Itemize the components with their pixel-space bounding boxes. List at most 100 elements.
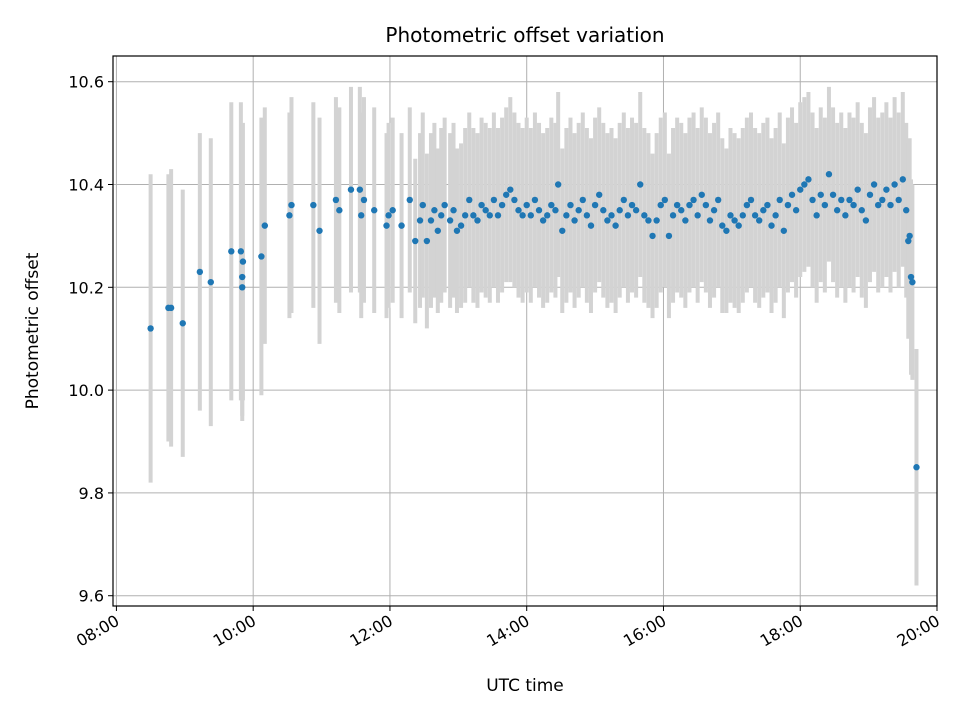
data-point [453, 227, 461, 234]
data-point [813, 212, 820, 219]
data-point [595, 191, 603, 198]
data-point [527, 212, 535, 219]
data-point [498, 201, 506, 209]
data-point [686, 201, 693, 209]
data-point [624, 212, 632, 219]
data-point [383, 222, 390, 229]
data-point [714, 196, 722, 204]
data-point [780, 227, 788, 234]
x-tick-label: 18:00 [757, 611, 806, 651]
data-point [207, 278, 214, 286]
data-point [466, 196, 473, 204]
data-point [490, 196, 498, 204]
x-tick-label: 16:00 [620, 611, 669, 651]
x-tick-label: 08:00 [73, 611, 122, 651]
y-tick-label: 10.6 [68, 73, 104, 92]
data-point [751, 212, 759, 219]
data-point [887, 201, 894, 209]
data-point [567, 201, 574, 209]
data-point [616, 207, 623, 214]
data-point [412, 237, 419, 245]
x-axis-ticks: 08:00 10:00 12:00 14:00 16:00 18:00 20:00 [73, 606, 943, 651]
data-point [842, 212, 849, 219]
data-point [523, 201, 530, 209]
data-point [356, 186, 364, 193]
data-point [805, 176, 812, 183]
data-point [909, 278, 916, 286]
data-point [833, 207, 841, 214]
data-point [239, 273, 246, 281]
data-point [552, 207, 559, 214]
data-point [706, 217, 714, 224]
y-axis-label: Photometric offset [23, 252, 43, 409]
data-point [288, 201, 295, 209]
data-point [446, 217, 454, 224]
data-point [690, 196, 697, 204]
data-point [801, 181, 808, 188]
data-point [239, 284, 246, 291]
data-point [544, 212, 551, 219]
plot-frame [112, 55, 938, 607]
data-point [441, 201, 448, 209]
data-point [239, 258, 247, 265]
data-point [673, 201, 681, 209]
data-point [653, 217, 660, 224]
data-point [604, 217, 611, 224]
data-point [559, 227, 566, 234]
data-point [571, 217, 578, 224]
data-point [591, 201, 599, 209]
data-point [702, 201, 710, 209]
data-point [862, 217, 870, 224]
data-point [494, 212, 502, 219]
data-point [899, 176, 907, 183]
data-point [548, 201, 555, 209]
data-point [620, 196, 628, 204]
data-point [600, 207, 607, 214]
data-point [332, 196, 340, 204]
data-point [645, 217, 652, 224]
data-point [419, 201, 426, 209]
data-point [792, 207, 800, 214]
data-point [723, 227, 730, 234]
data-point [694, 212, 701, 219]
data-point [539, 217, 547, 224]
data-point [719, 222, 726, 229]
y-tick-label: 10.0 [68, 381, 104, 400]
data-point [906, 232, 913, 240]
x-tick-label: 20:00 [894, 611, 943, 651]
data-point [657, 201, 664, 209]
data-point [879, 196, 886, 204]
point-layer [147, 171, 920, 471]
data-point [682, 217, 689, 224]
data-point [237, 248, 245, 255]
x-axis-label: UTC time [486, 676, 564, 696]
data-point [678, 207, 685, 214]
data-point [710, 207, 718, 214]
data-point [575, 207, 582, 214]
data-point [398, 222, 405, 229]
data-point [817, 191, 824, 198]
data-point [431, 207, 438, 214]
data-point [179, 320, 186, 327]
data-point [507, 186, 514, 193]
y-axis-ticks: 9.6 9.8 10.0 10.2 10.4 10.6 [68, 73, 113, 606]
data-point [316, 227, 323, 234]
data-point [776, 196, 783, 204]
data-point [583, 212, 591, 219]
data-point [731, 217, 738, 224]
data-point [874, 201, 882, 209]
data-point [502, 191, 510, 198]
data-point [347, 186, 355, 193]
data-point [661, 196, 669, 204]
data-point [358, 212, 365, 219]
data-point [903, 207, 910, 214]
data-point [772, 212, 779, 219]
data-point [423, 237, 431, 245]
data-point [905, 237, 912, 245]
data-point [854, 186, 861, 193]
data-point [511, 196, 518, 204]
data-point [797, 186, 804, 193]
y-tick-label: 9.8 [79, 484, 104, 503]
data-point [406, 196, 413, 204]
data-point [438, 212, 445, 219]
